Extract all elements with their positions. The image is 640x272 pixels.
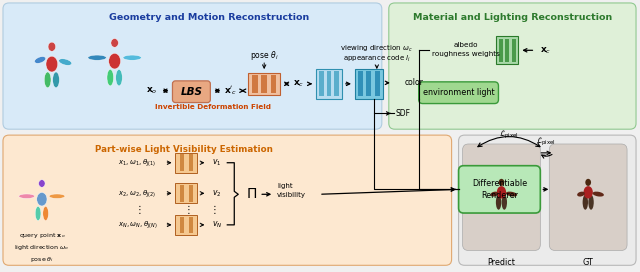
- Text: albedo
roughness weights: albedo roughness weights: [431, 42, 499, 57]
- Ellipse shape: [109, 53, 120, 69]
- Ellipse shape: [44, 72, 51, 88]
- Bar: [355, 69, 383, 99]
- Text: SDF: SDF: [396, 109, 411, 118]
- Text: Predict: Predict: [488, 258, 515, 267]
- Text: $v_1$: $v_1$: [212, 157, 221, 168]
- Text: $\vdots$: $\vdots$: [134, 203, 141, 216]
- Text: Part-wise Light Visibility Estimation: Part-wise Light Visibility Estimation: [95, 145, 273, 154]
- Bar: [189, 217, 193, 233]
- FancyBboxPatch shape: [172, 81, 211, 103]
- Text: $\vdots$: $\vdots$: [183, 203, 190, 216]
- Ellipse shape: [49, 194, 65, 199]
- FancyBboxPatch shape: [419, 82, 499, 104]
- Ellipse shape: [35, 57, 45, 63]
- Bar: [189, 185, 193, 202]
- Text: $v_2$: $v_2$: [212, 188, 221, 199]
- Ellipse shape: [502, 195, 507, 210]
- Text: $\mathbf{x}_o$: $\mathbf{x}_o$: [146, 85, 157, 96]
- Ellipse shape: [88, 55, 106, 60]
- FancyBboxPatch shape: [463, 144, 540, 251]
- Ellipse shape: [35, 206, 41, 221]
- FancyBboxPatch shape: [459, 135, 636, 265]
- Bar: [366, 72, 371, 96]
- FancyBboxPatch shape: [388, 3, 636, 129]
- Ellipse shape: [506, 191, 517, 197]
- Bar: [499, 39, 503, 62]
- Ellipse shape: [497, 186, 506, 199]
- Text: Invertible Deformation Field: Invertible Deformation Field: [156, 104, 271, 110]
- FancyBboxPatch shape: [3, 3, 382, 129]
- Ellipse shape: [46, 56, 58, 72]
- Text: light
visibility: light visibility: [277, 183, 306, 197]
- Text: $\mathcal{L}_{\mathrm{pixel}}$: $\mathcal{L}_{\mathrm{pixel}}$: [499, 129, 518, 141]
- Ellipse shape: [48, 42, 56, 51]
- FancyBboxPatch shape: [459, 166, 540, 213]
- Bar: [497, 36, 518, 64]
- Bar: [180, 217, 184, 233]
- Text: environment light: environment light: [423, 88, 494, 97]
- Ellipse shape: [107, 69, 113, 86]
- Text: GT: GT: [583, 258, 593, 267]
- Text: Material and Lighting Reconstruction: Material and Lighting Reconstruction: [413, 13, 612, 22]
- FancyBboxPatch shape: [3, 135, 452, 265]
- Bar: [326, 72, 332, 96]
- Text: $\mathcal{L}_{\mathrm{pixel}}$: $\mathcal{L}_{\mathrm{pixel}}$: [536, 136, 556, 148]
- Text: query point $\mathbf{x}_o$
light direction $\omega_o$
pose $\theta_i$: query point $\mathbf{x}_o$ light directi…: [14, 231, 69, 264]
- FancyArrowPatch shape: [478, 137, 540, 147]
- Bar: [252, 75, 258, 93]
- Ellipse shape: [59, 59, 72, 65]
- Bar: [189, 154, 193, 171]
- Ellipse shape: [586, 179, 591, 186]
- Text: color: color: [404, 78, 424, 87]
- Bar: [248, 73, 280, 95]
- Text: Differentiable
Renderer: Differentiable Renderer: [472, 179, 527, 200]
- Ellipse shape: [43, 206, 49, 221]
- Ellipse shape: [36, 193, 47, 206]
- Ellipse shape: [584, 186, 593, 199]
- Bar: [506, 39, 509, 62]
- Text: LBS: LBS: [180, 87, 202, 97]
- FancyBboxPatch shape: [549, 144, 627, 251]
- Ellipse shape: [582, 195, 588, 210]
- Text: viewing direction $\omega_c$: viewing direction $\omega_c$: [340, 44, 413, 54]
- Ellipse shape: [499, 179, 504, 186]
- Bar: [316, 69, 342, 99]
- Bar: [180, 154, 184, 171]
- Bar: [374, 72, 380, 96]
- Text: $\vdots$: $\vdots$: [209, 203, 216, 216]
- Bar: [175, 215, 197, 235]
- Ellipse shape: [588, 195, 594, 210]
- Text: $x_N, \omega_N, \theta_{J(N)}$: $x_N, \omega_N, \theta_{J(N)}$: [118, 220, 157, 230]
- Ellipse shape: [496, 195, 501, 210]
- Text: appearance code $l_i$: appearance code $l_i$: [343, 54, 411, 64]
- Bar: [334, 72, 339, 96]
- Bar: [175, 153, 197, 173]
- Text: $\mathbf{x}'_c$: $\mathbf{x}'_c$: [223, 85, 237, 97]
- Ellipse shape: [577, 192, 585, 197]
- Text: $v_N$: $v_N$: [212, 220, 223, 230]
- Text: $x_2, \omega_2, \theta_{J(2)}$: $x_2, \omega_2, \theta_{J(2)}$: [118, 188, 157, 199]
- Ellipse shape: [52, 72, 60, 88]
- Bar: [261, 75, 267, 93]
- Bar: [175, 183, 197, 203]
- Text: $\mathbf{x}_c$: $\mathbf{x}_c$: [293, 79, 305, 89]
- Text: Geometry and Motion Reconstruction: Geometry and Motion Reconstruction: [109, 13, 310, 22]
- Bar: [271, 75, 276, 93]
- Bar: [358, 72, 363, 96]
- Text: $\mathbf{x}_c$: $\mathbf{x}_c$: [540, 45, 552, 55]
- Bar: [180, 185, 184, 202]
- Text: pose $\theta_i$: pose $\theta_i$: [250, 49, 278, 62]
- Ellipse shape: [19, 194, 35, 199]
- Ellipse shape: [593, 191, 604, 197]
- Ellipse shape: [490, 192, 498, 197]
- Ellipse shape: [123, 55, 141, 60]
- Ellipse shape: [38, 180, 45, 187]
- Text: $\Pi$: $\Pi$: [246, 187, 257, 201]
- Text: $x_1, \omega_1, \theta_{J(1)}$: $x_1, \omega_1, \theta_{J(1)}$: [118, 157, 157, 168]
- Bar: [512, 39, 516, 62]
- Ellipse shape: [116, 69, 122, 86]
- Bar: [319, 72, 324, 96]
- Ellipse shape: [111, 39, 118, 47]
